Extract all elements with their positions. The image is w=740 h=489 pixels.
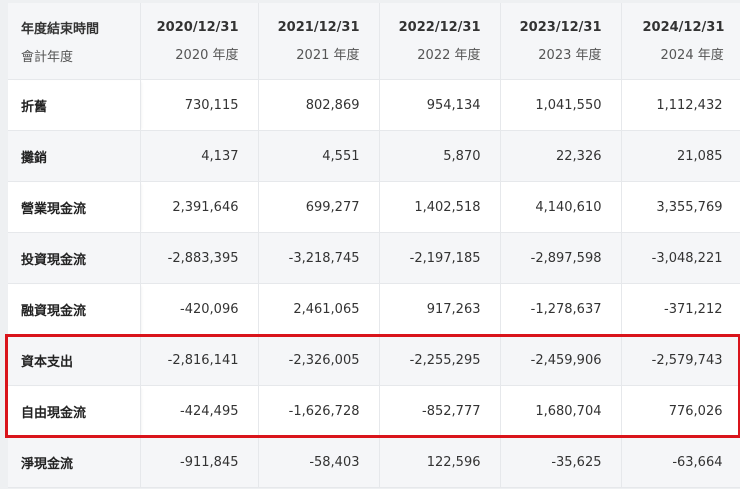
value-cell: -2,816,141 — [140, 334, 259, 386]
value-cell: -2,897,598 — [500, 232, 622, 284]
col-fy: 2020 年度 — [175, 47, 239, 63]
fiscal-year-end-label: 年度結束時間 — [21, 21, 100, 37]
value-cell: -371,212 — [621, 283, 740, 335]
value-cell: 22,326 — [500, 130, 622, 182]
value-cell: -3,218,745 — [258, 232, 380, 284]
row-label: 折舊 — [8, 79, 141, 131]
value-cell: -3,048,221 — [621, 232, 740, 284]
table-row: 淨現金流 -911,845 -58,403 122,596 -35,625 -63,664 — [8, 436, 740, 488]
header-col: 2023/12/31 2023 年度 — [500, 3, 622, 80]
row-label: 投資現金流 — [8, 232, 141, 284]
col-date: 2020/12/31 — [156, 19, 239, 35]
value-cell: 802,869 — [258, 79, 380, 131]
col-date: 2023/12/31 — [519, 19, 602, 35]
value-cell: 2,391,646 — [140, 181, 259, 233]
header-col: 2024/12/31 2024 年度 — [621, 3, 740, 80]
col-fy: 2023 年度 — [538, 47, 602, 63]
value-cell: -2,197,185 — [379, 232, 501, 284]
table-row: 營業現金流 2,391,646 699,277 1,402,518 4,140,610 3… — [8, 181, 740, 233]
row-label: 資本支出 — [8, 334, 141, 386]
row-label: 攤銷 — [8, 130, 141, 182]
table-row: 投資現金流 -2,883,395 -3,218,745 -2,197,185 -2,89… — [8, 232, 740, 284]
value-cell: -2,579,743 — [621, 334, 740, 386]
value-cell: 4,551 — [258, 130, 380, 182]
value-cell: -420,096 — [140, 283, 259, 335]
col-fy: 2024 年度 — [660, 47, 724, 63]
row-label: 營業現金流 — [8, 181, 141, 233]
cash-flow-table: 年度結束時間 會計年度 2020/12/31 2020 年度 2021/12/31 2… — [8, 3, 740, 488]
value-cell: 3,355,769 — [621, 181, 740, 233]
value-cell: 776,026 — [621, 385, 740, 437]
value-cell: -1,278,637 — [500, 283, 622, 335]
value-cell: 730,115 — [140, 79, 259, 131]
value-cell: 1,112,432 — [621, 79, 740, 131]
value-cell: -2,883,395 — [140, 232, 259, 284]
value-cell: 1,041,550 — [500, 79, 622, 131]
table-row: 資本支出 -2,816,141 -2,326,005 -2,255,295 -2,459… — [8, 334, 740, 386]
row-label: 淨現金流 — [8, 436, 141, 488]
row-label: 融資現金流 — [8, 283, 141, 335]
value-cell: -63,664 — [621, 436, 740, 488]
value-cell: 122,596 — [379, 436, 501, 488]
header-row: 年度結束時間 會計年度 2020/12/31 2020 年度 2021/12/31 2… — [8, 3, 740, 80]
table-row: 折舊 730,115 802,869 954,134 1,041,550 1,112,43… — [8, 79, 740, 131]
row-label: 自由現金流 — [8, 385, 141, 437]
value-cell: 4,140,610 — [500, 181, 622, 233]
value-cell: -1,626,728 — [258, 385, 380, 437]
value-cell: -911,845 — [140, 436, 259, 488]
col-date: 2021/12/31 — [277, 19, 360, 35]
value-cell: 21,085 — [621, 130, 740, 182]
value-cell: 4,137 — [140, 130, 259, 182]
col-fy: 2021 年度 — [296, 47, 360, 63]
header-col: 2020/12/31 2020 年度 — [140, 3, 259, 80]
value-cell: -2,326,005 — [258, 334, 380, 386]
table-row: 攤銷 4,137 4,551 5,870 22,326 21,085 — [8, 130, 740, 182]
value-cell: 1,402,518 — [379, 181, 501, 233]
value-cell: 1,680,704 — [500, 385, 622, 437]
value-cell: 699,277 — [258, 181, 380, 233]
fiscal-year-label: 會計年度 — [21, 49, 74, 65]
table-row: 自由現金流 -424,495 -1,626,728 -852,777 1,680,704… — [8, 385, 740, 437]
value-cell: -852,777 — [379, 385, 501, 437]
value-cell: 954,134 — [379, 79, 501, 131]
value-cell: -2,255,295 — [379, 334, 501, 386]
value-cell: -58,403 — [258, 436, 380, 488]
value-cell: 5,870 — [379, 130, 501, 182]
value-cell: -35,625 — [500, 436, 622, 488]
header-col: 2021/12/31 2021 年度 — [258, 3, 380, 80]
col-date: 2022/12/31 — [398, 19, 481, 35]
value-cell: 917,263 — [379, 283, 501, 335]
value-cell: -424,495 — [140, 385, 259, 437]
table-row: 融資現金流 -420,096 2,461,065 917,263 -1,278,637-… — [8, 283, 740, 335]
col-fy: 2022 年度 — [417, 47, 481, 63]
value-cell: 2,461,065 — [258, 283, 380, 335]
header-label-cell: 年度結束時間 會計年度 — [8, 3, 141, 80]
col-date: 2024/12/31 — [642, 19, 725, 35]
header-col: 2022/12/31 2022 年度 — [379, 3, 501, 80]
value-cell: -2,459,906 — [500, 334, 622, 386]
cash-flow-table-container: 年度結束時間 會計年度 2020/12/31 2020 年度 2021/12/31 2… — [8, 3, 740, 488]
